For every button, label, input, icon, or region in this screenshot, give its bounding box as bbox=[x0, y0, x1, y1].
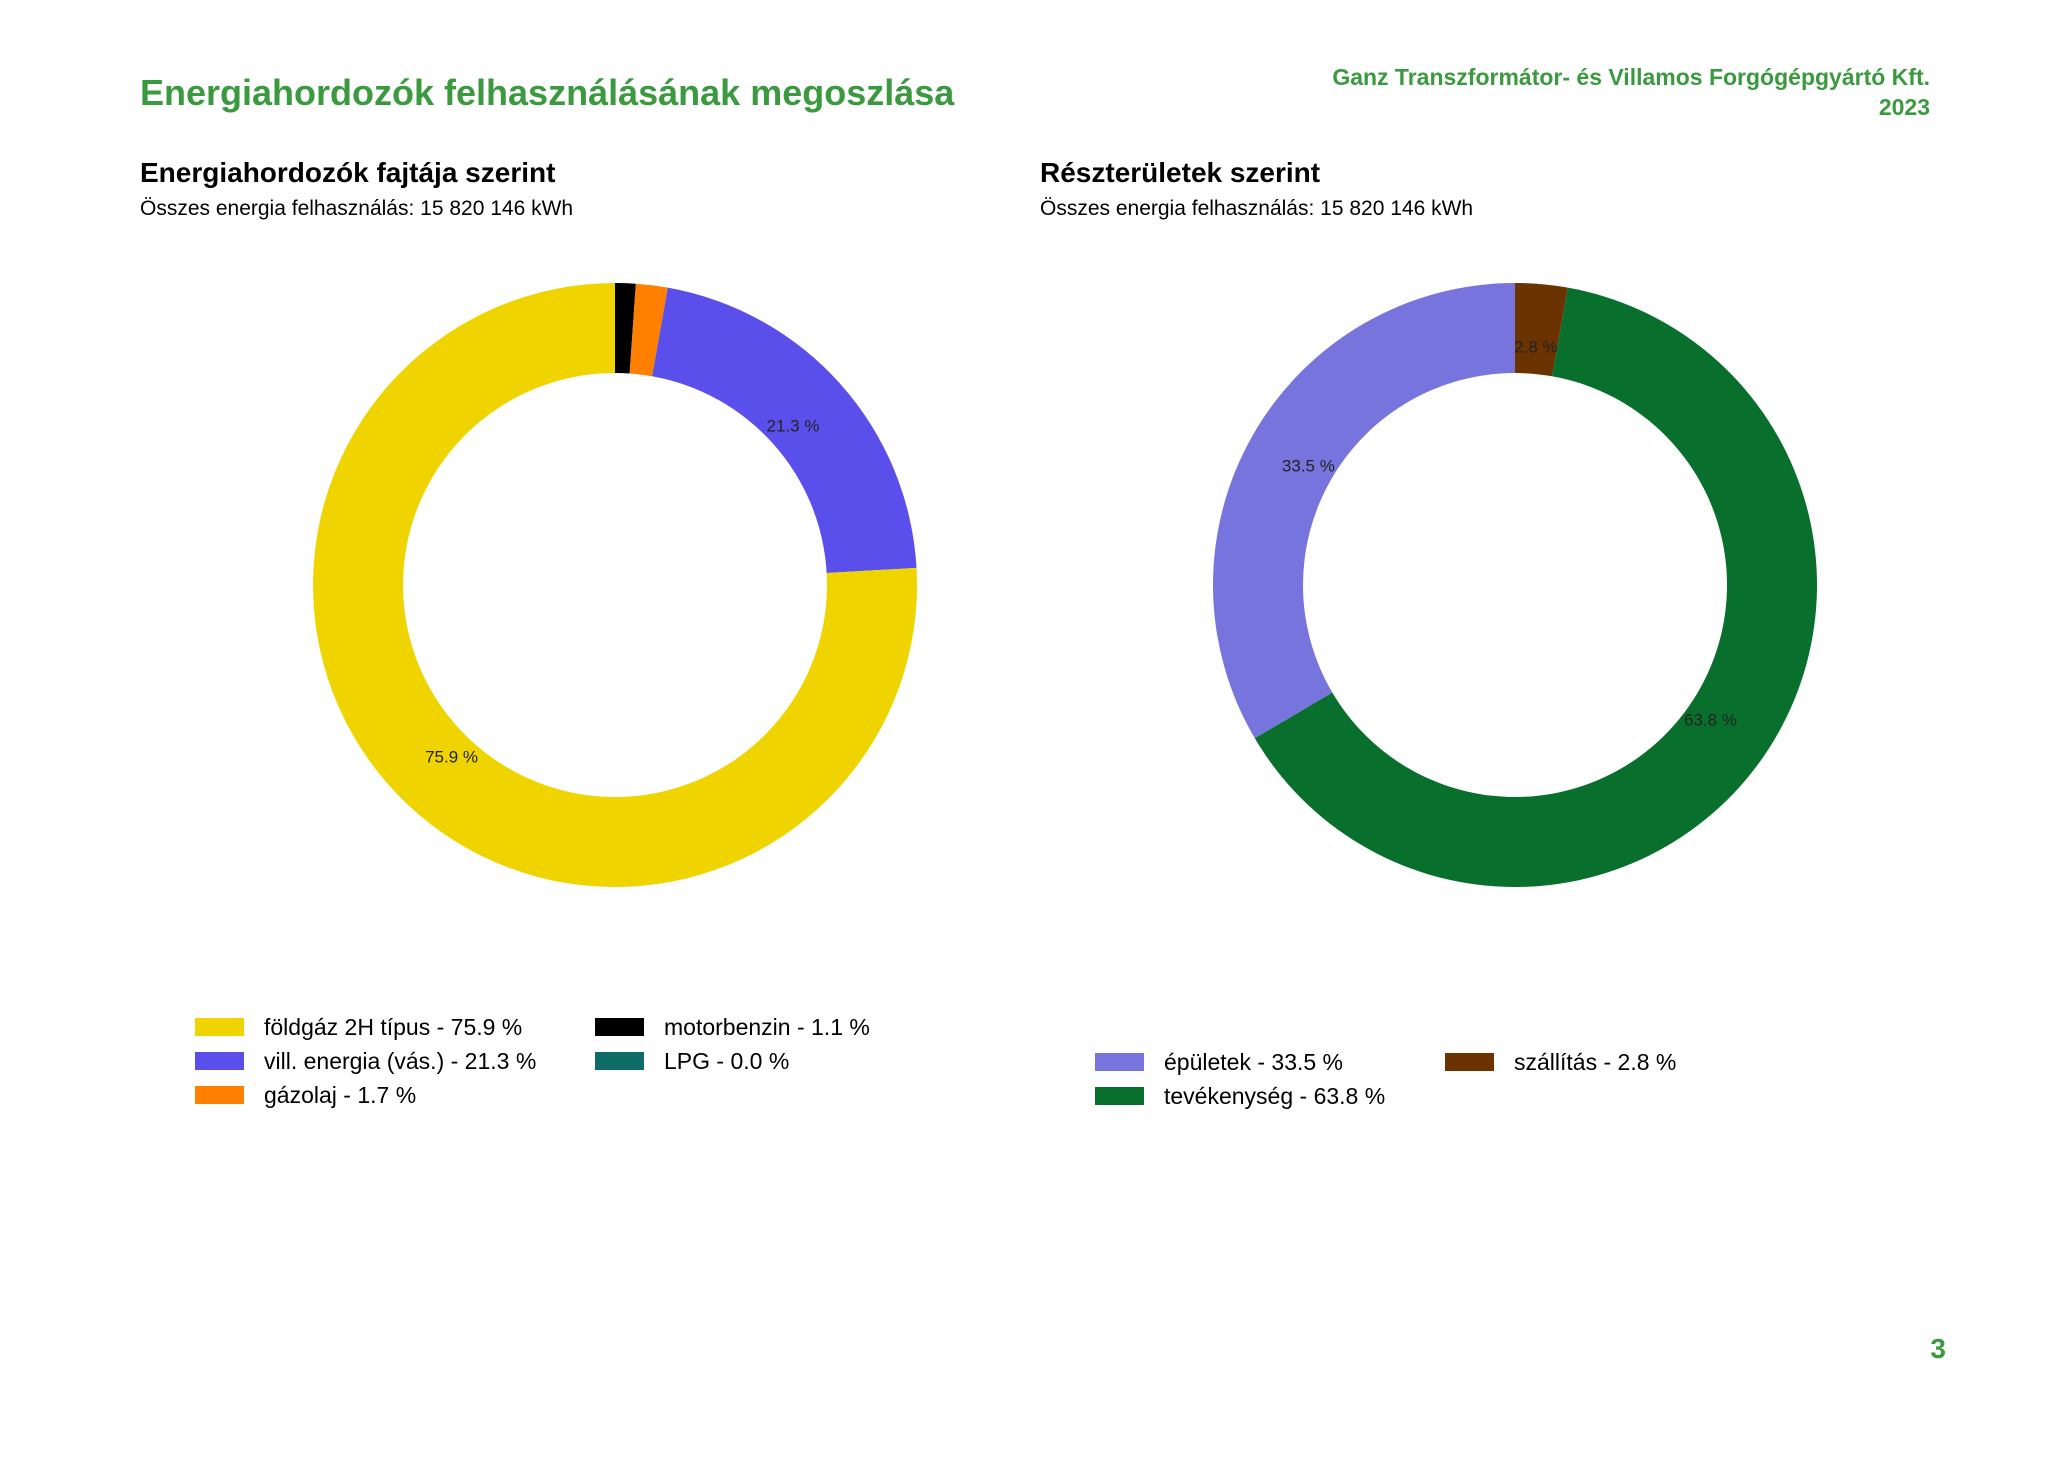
legend-swatch bbox=[595, 1052, 644, 1070]
legend-item: LPG - 0.0 % bbox=[595, 1047, 895, 1074]
donut-slice-motorbenzin bbox=[615, 283, 636, 374]
chart-1-subtitle: Összes energia felhasználás: 15 820 146 … bbox=[140, 197, 574, 220]
report-year: 2023 bbox=[1878, 94, 1930, 120]
slice-data-label: 75.9 % bbox=[425, 747, 478, 766]
slice-data-label: 33.5 % bbox=[1282, 456, 1335, 475]
legend-label: gázolaj - 1.7 % bbox=[264, 1081, 417, 1108]
chart-2-subtitle: Összes energia felhasználás: 15 820 146 … bbox=[1040, 197, 1474, 220]
legend-label: motorbenzin - 1.1 % bbox=[664, 1013, 870, 1040]
donut-slice-tevékenység bbox=[1254, 287, 1817, 887]
page-title: Energiahordozók felhasználásának megoszl… bbox=[140, 72, 955, 113]
donut-slice-földgáz-2h-típus bbox=[312, 283, 917, 887]
legend-label: épületek - 33.5 % bbox=[1164, 1048, 1344, 1075]
legend-swatch bbox=[195, 1086, 244, 1104]
legend-label: vill. energia (vás.) - 21.3 % bbox=[264, 1047, 537, 1074]
company-header: Ganz Transzformátor- és Villamos Forgógé… bbox=[1332, 62, 1930, 122]
donut-slice-épületek bbox=[1213, 283, 1515, 739]
slice-data-label: 21.3 % bbox=[767, 417, 820, 436]
legend-item: szállítás - 2.8 % bbox=[1445, 1048, 1745, 1075]
legend-label: tevékenység - 63.8 % bbox=[1164, 1082, 1386, 1109]
chart-2-legend: épületek - 33.5 % szállítás - 2.8 % tevéke… bbox=[1095, 1048, 1745, 1109]
legend-item: gázolaj - 1.7 % bbox=[195, 1081, 595, 1108]
chart-1-title: Energiahordozók fajtája szerint bbox=[140, 157, 556, 188]
legend-label: LPG - 0.0 % bbox=[664, 1047, 790, 1074]
legend-item: vill. energia (vás.) - 21.3 % bbox=[195, 1047, 595, 1074]
legend-item: motorbenzin - 1.1 % bbox=[595, 1013, 895, 1040]
page-number: 3 bbox=[1930, 1333, 1946, 1364]
legend-label: földgáz 2H típus - 75.9 % bbox=[264, 1013, 523, 1040]
donut-slice-vill-energia-vás- bbox=[652, 287, 917, 574]
legend-swatch bbox=[1095, 1053, 1144, 1071]
legend-swatch bbox=[195, 1018, 244, 1036]
chart-2-title: Részterületek szerint bbox=[1040, 157, 1321, 188]
chart-1-donut: 21.3 % 75.9 % bbox=[312, 283, 917, 887]
donut-slice-szállítás bbox=[1515, 283, 1568, 377]
legend-swatch bbox=[595, 1018, 644, 1036]
slice-data-label: 2.8 % bbox=[1514, 337, 1557, 356]
legend-label: szállítás - 2.8 % bbox=[1514, 1048, 1677, 1075]
chart-2-donut: 2.8 % 63.8 % 33.5 % bbox=[1213, 283, 1817, 887]
legend-swatch bbox=[195, 1052, 244, 1070]
legend-item: épületek - 33.5 % bbox=[1095, 1048, 1445, 1075]
legend-swatch bbox=[1445, 1053, 1494, 1071]
legend-item: földgáz 2H típus - 75.9 % bbox=[195, 1013, 595, 1040]
legend-swatch bbox=[1095, 1087, 1144, 1105]
chart-1-legend: földgáz 2H típus - 75.9 % motorbenzin - 1… bbox=[195, 1013, 895, 1108]
legend-item: tevékenység - 63.8 % bbox=[1095, 1082, 1445, 1109]
slice-data-label: 63.8 % bbox=[1684, 710, 1737, 729]
company-name: Ganz Transzformátor- és Villamos Forgógé… bbox=[1332, 64, 1930, 90]
donut-slice-gázolaj bbox=[629, 283, 668, 377]
